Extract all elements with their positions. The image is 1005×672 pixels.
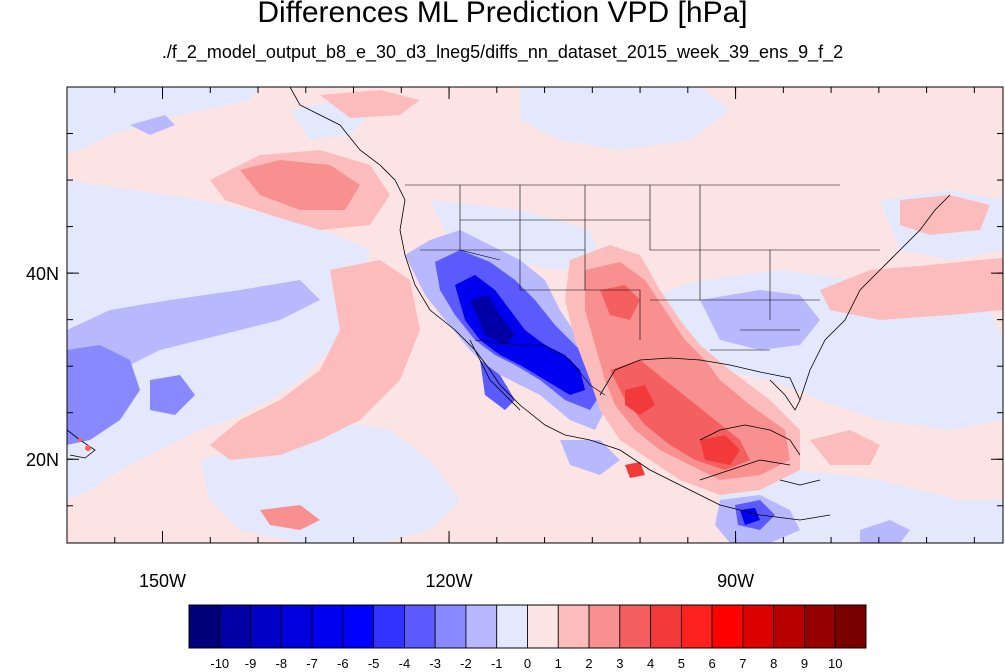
x-tick-label: 150W (139, 571, 186, 591)
colorbar-frame (188, 604, 867, 649)
colorbar-swatch (465, 604, 498, 649)
colorbar-label: 0 (524, 656, 531, 671)
colorbar-swatch (773, 604, 805, 649)
field-red-mid (240, 160, 790, 530)
colorbar-swatch (527, 604, 559, 649)
coastlines (67, 87, 951, 521)
political-borders (405, 184, 880, 396)
colorbar-swatch (557, 604, 590, 649)
colorbar-swatch (250, 604, 282, 649)
x-tick-label: 120W (426, 571, 473, 591)
colorbar-swatch (619, 604, 651, 649)
field-red-core (625, 385, 740, 478)
colorbar-label: 8 (770, 656, 777, 671)
colorbar-label: 2 (585, 656, 592, 671)
colorbar-label: 3 (616, 656, 623, 671)
colorbar-label: 6 (709, 656, 716, 671)
colorbar-swatch (373, 604, 405, 649)
y-tick-label: 20N (26, 450, 59, 470)
map-subtitle: ./f_2_model_output_b8_e_30_d3_lneg5/diff… (161, 42, 844, 62)
colorbar-swatch (219, 604, 251, 649)
colorbar-label: -10 (210, 656, 229, 671)
colorbar-swatch (650, 604, 682, 649)
field-hawaii (78, 438, 91, 451)
colorbar-label: -2 (460, 656, 472, 671)
colorbar-swatch (496, 604, 528, 649)
colorbar-label: -5 (368, 656, 380, 671)
field-blue-pacific (67, 115, 820, 420)
colorbar-label: 1 (555, 656, 562, 671)
colorbar-swatch (434, 604, 467, 649)
colorbar-swatch (742, 604, 775, 649)
colorbar-swatch (804, 604, 836, 649)
colorbar-label: 5 (678, 656, 685, 671)
x-tick-label: 90W (717, 571, 754, 591)
colorbar-label: -7 (306, 656, 318, 671)
colorbar-label: -1 (491, 656, 503, 671)
y-axis: 40N 20N (26, 86, 1003, 507)
map-field (67, 87, 1003, 543)
colorbar-label: -8 (276, 656, 288, 671)
colorbar-swatch (280, 604, 313, 649)
colorbar-label: -6 (337, 656, 349, 671)
colorbar-swatch (834, 604, 867, 649)
colorbar-label: -4 (399, 656, 411, 671)
colorbar-swatch (588, 604, 621, 649)
colorbar-label: 9 (801, 656, 808, 671)
y-tick-label: 40N (26, 264, 59, 284)
colorbar-label: 10 (828, 656, 842, 671)
colorbar: -10 -9 -8 -7 -6 -5 -4 -3 -2 -1 0 1 2 3 4 5 6 7 8 9 10 (188, 604, 867, 671)
colorbar-label: -3 (429, 656, 441, 671)
field-blue-pacific-strong (67, 345, 195, 445)
colorbar-swatch (342, 604, 375, 649)
colorbar-swatch (404, 604, 436, 649)
colorbar-swatch (311, 604, 344, 649)
colorbar-swatch (711, 604, 744, 649)
map-frame (66, 86, 1004, 544)
colorbar-label: -9 (245, 656, 257, 671)
x-axis: 150W 120W 90W (66, 87, 975, 591)
colorbar-label: 4 (647, 656, 654, 671)
map-title: Differences ML Prediction VPD [hPa] (257, 0, 748, 29)
colorbar-label: 7 (739, 656, 746, 671)
field-blue-southwest-core (470, 295, 515, 345)
colorbar-swatch (188, 604, 221, 649)
colorbar-swatch (680, 604, 713, 649)
